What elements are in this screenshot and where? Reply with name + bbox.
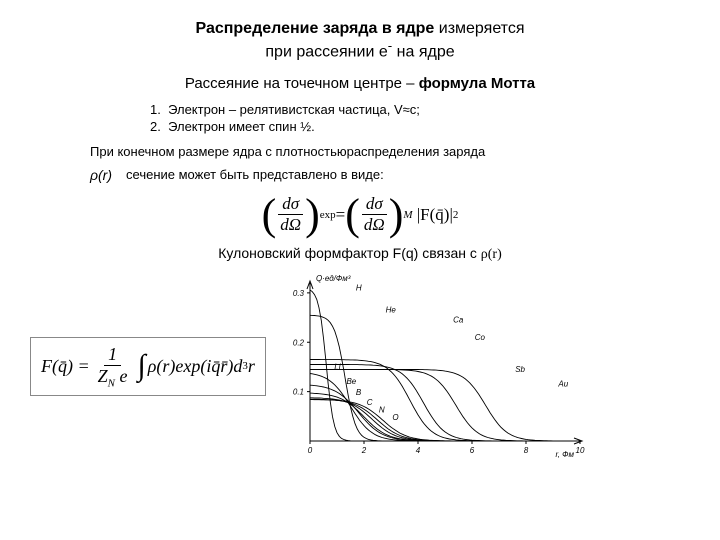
svg-text:10: 10 bbox=[575, 446, 584, 455]
svg-text:Sb: Sb bbox=[515, 365, 525, 374]
svg-text:Be: Be bbox=[346, 378, 356, 387]
svg-text:0: 0 bbox=[308, 446, 313, 455]
para-finite-size: При конечном размере ядра с плотностьюра… bbox=[90, 144, 690, 159]
title-bold: Распределение заряда в ядре bbox=[195, 20, 434, 37]
svg-text:Ca: Ca bbox=[453, 316, 464, 325]
svg-text:Q·ед/Фм³: Q·ед/Фм³ bbox=[316, 274, 351, 283]
svg-text:O: O bbox=[392, 413, 398, 422]
svg-text:0.3: 0.3 bbox=[293, 289, 305, 298]
density-chart: 0.1 0.2 0.3 0 2 4 6 8 10 Q·ед/Фм³ r, Фм H He Li BeBCNO… bbox=[276, 271, 606, 461]
subtitle: Рассеяние на точечном центре – формула М… bbox=[30, 75, 690, 92]
assumption-list: 1. Электрон – релятивистская частица, V≈… bbox=[150, 102, 690, 134]
svg-text:4: 4 bbox=[416, 446, 421, 455]
svg-text:Au: Au bbox=[557, 380, 568, 389]
formfactor-formula: F(q̄) = 1 ZN e ∫ ρ(r) exp(iq̄r̄)d3r bbox=[30, 337, 266, 397]
formfactor-caption: Кулоновский формфактор F(q) связан с ρ(r… bbox=[30, 245, 690, 263]
svg-text:0.2: 0.2 bbox=[293, 339, 305, 348]
svg-text:6: 6 bbox=[470, 446, 475, 455]
svg-text:H: H bbox=[356, 284, 362, 293]
svg-text:He: He bbox=[385, 306, 396, 315]
svg-text:r, Фм: r, Фм bbox=[555, 450, 574, 459]
svg-text:N: N bbox=[379, 406, 385, 415]
svg-text:B: B bbox=[356, 388, 362, 397]
svg-text:2: 2 bbox=[361, 446, 367, 455]
title: Распределение заряда в ядре измеряется п… bbox=[30, 20, 690, 61]
svg-text:8: 8 bbox=[524, 446, 529, 455]
svg-text:Co: Co bbox=[475, 333, 486, 342]
svg-text:0.1: 0.1 bbox=[293, 388, 304, 397]
svg-text:C: C bbox=[367, 398, 373, 407]
rho-symbol: ρ(r) bbox=[90, 167, 112, 183]
mott-formula: ( dσ dΩ )exp = ( dσ dΩ )M |F(q̄)|2 bbox=[30, 194, 690, 235]
svg-text:Li: Li bbox=[334, 363, 340, 372]
para-cross-section: сечение может быть представлено в виде: bbox=[126, 167, 384, 182]
